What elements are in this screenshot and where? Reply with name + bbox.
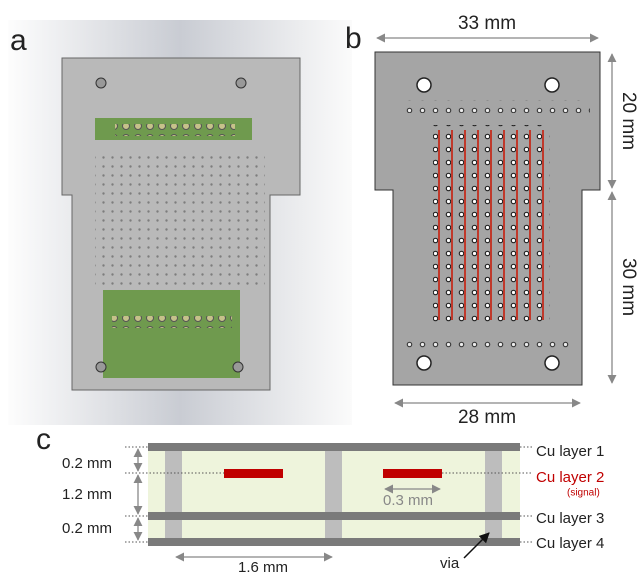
- via-label: via: [440, 555, 460, 572]
- mount-hole: [417, 78, 431, 92]
- connector: [115, 124, 235, 136]
- screw: [96, 362, 106, 372]
- holes-row: [400, 335, 575, 348]
- cu-layer: [148, 512, 520, 520]
- screw: [96, 78, 106, 88]
- signal-trace: [383, 469, 442, 478]
- cu-layer: [148, 443, 520, 451]
- panel-a: a: [8, 20, 352, 425]
- figure: a 33 mm 20 mm 30 mm 28 mm b: [0, 0, 639, 573]
- thickness: 0.2 mm: [62, 455, 112, 472]
- signal-note: (signal): [567, 488, 600, 499]
- via-spacing: 1.6 mm: [238, 559, 288, 573]
- via: [485, 448, 502, 542]
- panel-b: 33 mm 20 mm 30 mm 28 mm b: [345, 13, 639, 428]
- signal-trace: [224, 469, 283, 478]
- thickness: 1.2 mm: [62, 486, 112, 503]
- dimension: 33 mm: [458, 13, 516, 34]
- dimension: 28 mm: [458, 407, 516, 428]
- screw: [236, 78, 246, 88]
- layer-label: Cu layer 3: [536, 510, 604, 527]
- panel-label: a: [10, 24, 27, 57]
- layer-label: Cu layer 1: [536, 443, 604, 460]
- via-grid: [95, 155, 265, 285]
- connector: [112, 316, 232, 328]
- panel-label: b: [345, 22, 362, 55]
- via: [165, 448, 182, 542]
- layer-label: Cu layer 2: [536, 469, 604, 486]
- mount-hole: [417, 356, 431, 370]
- mount-hole: [545, 356, 559, 370]
- mount-hole: [545, 78, 559, 92]
- holes-row: [400, 100, 590, 113]
- cu-layer: [148, 538, 520, 546]
- green-pad: [103, 290, 240, 378]
- panel-label: c: [36, 423, 51, 456]
- dimension: 20 mm: [618, 92, 639, 150]
- dimension: 30 mm: [618, 258, 639, 316]
- thickness: 0.2 mm: [62, 520, 112, 537]
- screw: [233, 362, 243, 372]
- via: [325, 448, 342, 542]
- trace-width: 0.3 mm: [383, 492, 433, 509]
- layer-label: Cu layer 4: [536, 535, 604, 552]
- panel-c: 0.2 mm 1.2 mm 0.2 mm 0.3 mm 1.6 mm via C…: [36, 423, 604, 573]
